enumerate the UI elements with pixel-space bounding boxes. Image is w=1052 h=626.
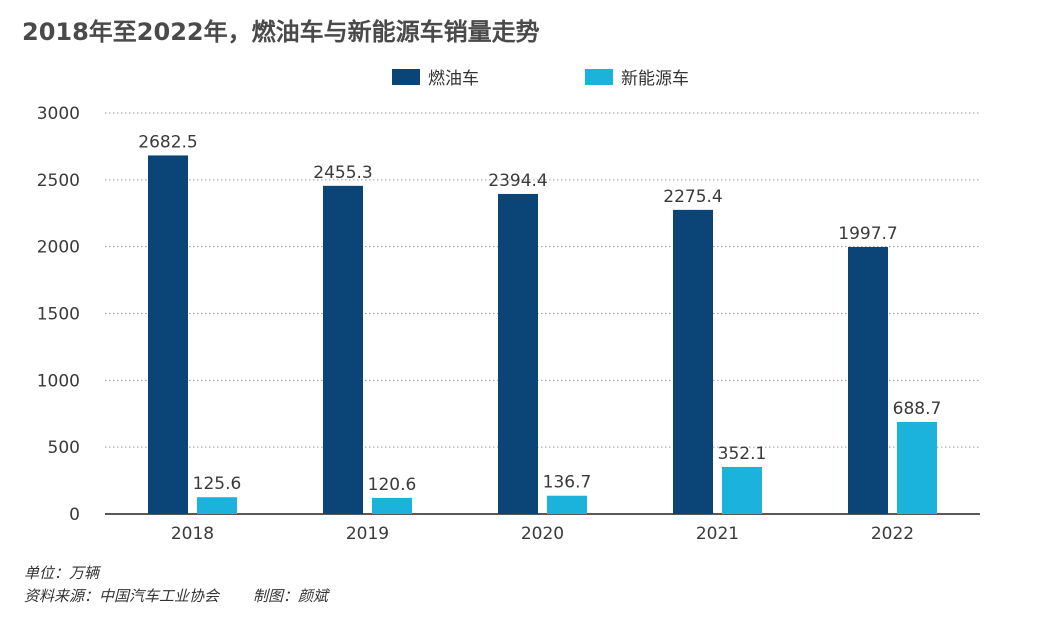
bar-nev-2018 [197, 497, 237, 514]
credit-text: 制图：颜斌 [253, 587, 329, 605]
bar-fuel-2018 [148, 155, 188, 515]
x-tick-label: 2021 [696, 524, 739, 544]
bar-nev-2019 [372, 497, 412, 514]
y-tick-label: 2500 [37, 171, 80, 191]
y-tick-label: 3000 [37, 104, 80, 124]
bar-nev-2021 [722, 466, 762, 514]
legend-swatch-nev [585, 68, 613, 85]
legend-label-nev: 新能源车 [621, 69, 689, 89]
data-label-fuel-2021: 2275.4 [663, 187, 722, 207]
legend-item-nev: 新能源车 [585, 64, 689, 89]
data-label-nev-2021: 352.1 [718, 444, 767, 464]
y-tick-label: 0 [69, 505, 80, 525]
legend-label-fuel: 燃油车 [428, 69, 479, 89]
chart-title: 2018年至2022年，燃油车与新能源车销量走势 [22, 18, 540, 46]
y-tick-label: 500 [48, 438, 80, 458]
bar-fuel-2020 [498, 193, 538, 514]
bar-fuel-2019 [323, 185, 363, 514]
y-tick-label: 2000 [37, 238, 80, 258]
legend-item-fuel: 燃油车 [392, 64, 479, 89]
source-text: 资料来源：中国汽车工业协会 [24, 587, 220, 605]
data-label-fuel-2020: 2394.4 [488, 171, 547, 191]
x-tick-label: 2019 [346, 524, 389, 544]
bar-nev-2022 [897, 421, 937, 514]
x-tick-label: 2022 [871, 524, 914, 544]
x-tick-label: 2020 [521, 524, 564, 544]
data-label-nev-2020: 136.7 [543, 473, 592, 493]
bar-fuel-2022 [848, 246, 888, 514]
source-note: 资料来源：中国汽车工业协会 制图：颜斌 [24, 585, 328, 606]
data-label-nev-2022: 688.7 [893, 399, 942, 419]
legend-swatch-fuel [392, 68, 420, 85]
bar-nev-2020 [547, 495, 587, 514]
data-label-fuel-2019: 2455.3 [313, 163, 372, 183]
unit-note: 单位：万辆 [24, 564, 100, 582]
data-label-nev-2018: 125.6 [193, 474, 242, 494]
bar-fuel-2021 [673, 209, 713, 515]
chart-legend: 燃油车 新能源车 [0, 64, 1052, 89]
data-label-fuel-2018: 2682.5 [138, 132, 197, 152]
x-tick-label: 2018 [171, 524, 214, 544]
y-tick-label: 1500 [37, 305, 80, 325]
y-tick-label: 1000 [37, 371, 80, 391]
data-label-fuel-2022: 1997.7 [838, 224, 897, 244]
data-label-nev-2019: 120.6 [368, 475, 417, 495]
